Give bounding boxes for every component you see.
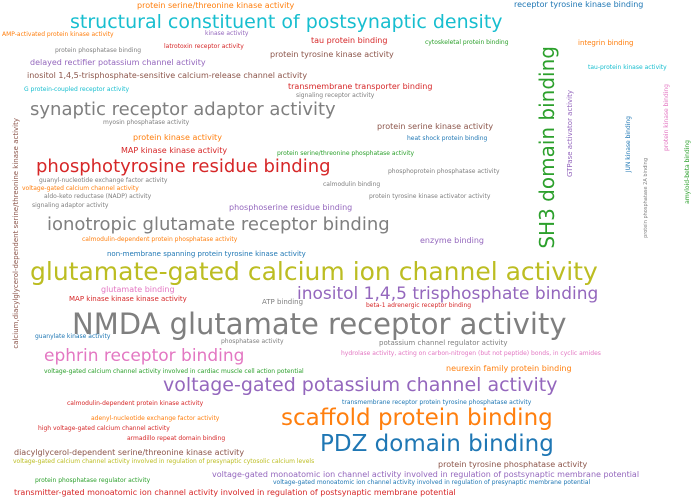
- word-transmitter-gated-ion-channel-postsynaptic-potential: transmitter-gated monoatomic ion channel…: [14, 488, 456, 497]
- word-transmembrane-receptor-protein-tyrosine-phosphatase-activity: transmembrane receptor protein tyrosine …: [342, 399, 532, 406]
- word-scaffold-protein-binding: scaffold protein binding: [281, 405, 553, 431]
- word-pdz-domain-binding: PDZ domain binding: [320, 431, 554, 457]
- word-tau-protein-kinase-activity: tau-protein kinase activity: [588, 64, 667, 71]
- word-kinase-activity: kinase activity: [205, 30, 249, 37]
- word-transmembrane-transporter-binding: transmembrane transporter binding: [288, 82, 433, 91]
- word-protein-kinase-activity: protein kinase activity: [133, 133, 222, 142]
- word-potassium-channel-regulator-activity: potassium channel regulator activity: [379, 339, 508, 347]
- word-map-kinase-kinase-activity: MAP kinase kinase activity: [121, 146, 228, 155]
- word-atp-binding: ATP binding: [262, 298, 304, 306]
- word-protein-serine-kinase-activity: protein serine kinase activity: [377, 122, 494, 131]
- word-armadillo-repeat-domain-binding: armadillo repeat domain binding: [127, 435, 226, 442]
- word-calmodulin-dependent-protein-kinase-activity: calmodulin-dependent protein kinase acti…: [67, 400, 204, 407]
- word-aldo-keto-reductase-activity: aldo-keto reductase (NADP) activity: [44, 193, 152, 200]
- word-cytoskeletal-protein-binding: cytoskeletal protein binding: [425, 39, 509, 46]
- word-jun-kinase-binding: JUN kinase binding: [625, 116, 632, 173]
- word-phosphoserine-residue-binding: phosphoserine residue binding: [229, 203, 353, 212]
- word-protein-phosphatase-regulator-activity: protein phosphatase regulator activity: [35, 477, 151, 484]
- word-delayed-rectifier-potassium-channel-activity: delayed rectifier potassium channel acti…: [30, 58, 206, 67]
- word-nmda-glutamate-receptor-activity: NMDA glutamate receptor activity: [72, 307, 567, 341]
- word-protein-kinase-binding: protein kinase binding: [663, 84, 670, 151]
- word-protein-phosphatase-2a-binding: protein phosphatase 2A binding: [643, 158, 649, 238]
- word-voltage-gated-ion-channel-postsynaptic-potential: voltage-gated monoatomic ion channel act…: [212, 470, 640, 479]
- word-hydrolase-activity-cyclic-amides: hydrolase activity, acting on carbon-nit…: [341, 350, 601, 357]
- word-glutamate-gated-calcium-ion-channel-activity: glutamate-gated calcium ion channel acti…: [30, 257, 598, 286]
- word-map-kinase-kinase-kinase-activity: MAP kinase kinase kinase activity: [69, 295, 187, 303]
- word-signaling-adaptor-activity: signaling adaptor activity: [32, 202, 109, 209]
- word-protein-serine-threonine-phosphatase-activity: protein serine/threonine phosphatase act…: [277, 150, 414, 157]
- word-calmodulin-binding: calmodulin binding: [323, 181, 381, 188]
- word-protein-tyrosine-kinase-activity: protein tyrosine kinase activity: [270, 50, 394, 59]
- word-glutamate-binding: glutamate binding: [101, 285, 175, 294]
- word-protein-tyrosine-phosphatase-activity: protein tyrosine phosphatase activity: [438, 460, 588, 469]
- word-adenyl-nucleotide-exchange-factor-activity: adenyl-nucleotide exchange factor activi…: [91, 415, 220, 422]
- word-guanylate-kinase-activity: guanylate kinase activity: [35, 333, 111, 340]
- word-ionotropic-glutamate-receptor-binding: ionotropic glutamate receptor binding: [47, 214, 390, 235]
- word-amp-activated-protein-kinase-activity: AMP-activated protein kinase activity: [2, 31, 114, 38]
- word-amyloid-beta-binding: amyloid-beta binding: [684, 140, 691, 204]
- word-synaptic-receptor-adaptor-activity: synaptic receptor adaptor activity: [30, 99, 336, 120]
- word-voltage-gated-calcium-channel-presynaptic: voltage-gated calcium channel activity i…: [13, 458, 315, 465]
- word-voltage-gated-potassium-channel-activity: voltage-gated potassium channel activity: [163, 374, 558, 396]
- word-guanyl-nucleotide-exchange-factor-activity: guanyl-nucleotide exchange factor activi…: [39, 177, 168, 184]
- word-voltage-gated-calcium-channel-activity: voltage-gated calcium channel activity: [22, 185, 139, 192]
- word-high-voltage-gated-calcium-channel-activity: high voltage-gated calcium channel activ…: [38, 425, 170, 432]
- word-diacylglycerol-dependent-serine-threonine-kinase-activity: diacylglycerol-dependent serine/threonin…: [14, 448, 245, 457]
- word-latrotoxin-receptor-activity: latrotoxin receptor activity: [164, 43, 244, 50]
- word-voltage-gated-ion-channel-presynaptic-potential: voltage-gated monoatomic ion channel act…: [273, 479, 591, 486]
- word-non-membrane-spanning-protein-tyrosine-kinase-activity: non-membrane spanning protein tyrosine k…: [107, 250, 306, 258]
- word-phosphatase-activity: phosphatase activity: [221, 338, 284, 345]
- word-inositol-trisphosphate-binding: inositol 1,4,5 trisphosphate binding: [297, 284, 599, 304]
- word-beta-1-adrenergic-receptor-binding: beta-1 adrenergic receptor binding: [366, 302, 472, 309]
- word-protein-serine-threonine-kinase-activity: protein serine/threonine kinase activity: [137, 1, 295, 10]
- word-gtpase-activator-activity: GTPase activator activity: [566, 90, 574, 178]
- word-enzyme-binding: enzyme binding: [420, 236, 485, 245]
- word-myosin-phosphatase-activity: myosin phosphatase activity: [103, 119, 190, 126]
- word-signaling-receptor-activity: signaling receptor activity: [296, 92, 375, 99]
- word-g-protein-coupled-receptor-activity: G protein-coupled receptor activity: [24, 86, 130, 93]
- word-structural-constituent-of-postsynaptic-density: structural constituent of postsynaptic d…: [70, 11, 503, 33]
- word-receptor-tyrosine-kinase-binding: receptor tyrosine kinase binding: [514, 0, 644, 9]
- word-calcium-diacylglycerol-dependent-kinase-activity: calcium,diacylglycerol-dependent serine/…: [12, 118, 20, 349]
- word-protein-tyrosine-kinase-activator-activity: protein tyrosine kinase activator activi…: [369, 193, 491, 200]
- word-phosphoprotein-phosphatase-activity: phosphoprotein phosphatase activity: [388, 168, 500, 175]
- word-heat-shock-protein-binding: heat shock protein binding: [407, 135, 488, 142]
- word-tau-protein-binding: tau protein binding: [311, 36, 388, 45]
- word-calmodulin-dependent-protein-phosphatase-activity: calmodulin-dependent protein phosphatase…: [82, 236, 238, 243]
- word-neurexin-family-protein-binding: neurexin family protein binding: [446, 364, 572, 373]
- word-ephrin-receptor-binding: ephrin receptor binding: [44, 346, 245, 366]
- word-protein-phosphatase-binding: protein phosphatase binding: [55, 47, 142, 54]
- word-inositol-trisphosphate-sensitive-calcium-release-channel-activity: inositol 1,4,5-trisphosphate-sensitive c…: [27, 71, 308, 80]
- word-sh3-domain-binding: SH3 domain binding: [535, 46, 559, 249]
- word-integrin-binding: integrin binding: [578, 39, 634, 47]
- word-voltage-gated-calcium-channel-cardiac: voltage-gated calcium channel activity i…: [44, 368, 304, 375]
- word-phosphotyrosine-residue-binding: phosphotyrosine residue binding: [36, 156, 331, 177]
